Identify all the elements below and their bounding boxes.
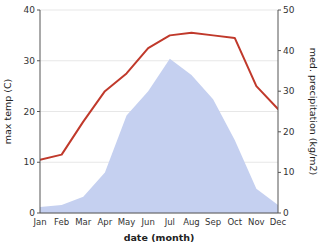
right-axis-line	[278, 10, 279, 213]
y2-tick	[278, 213, 281, 214]
x-tick-label: Aug	[183, 217, 200, 227]
y-tick-label: 20	[24, 107, 36, 117]
bottom-axis-line	[40, 213, 278, 214]
y2-tick	[278, 172, 281, 173]
grid	[40, 10, 278, 213]
y-axis-label: max temp (C)	[2, 79, 13, 145]
x-tick-label: Mar	[75, 217, 92, 227]
temperature-line	[40, 33, 278, 160]
x-tick-label: Apr	[98, 217, 113, 227]
grid-line	[40, 60, 278, 61]
grid-line	[40, 213, 278, 214]
x-tick-label: Oct	[227, 217, 242, 227]
chart-container: 01020304001020304050JanFebMarAprMayJunJu…	[0, 0, 318, 247]
x-tick-label: Dec	[270, 217, 287, 227]
precipitation-area	[40, 59, 278, 213]
x-tick-label: Jun	[141, 217, 155, 227]
y2-tick-label: 10	[283, 167, 295, 177]
x-tick-label: Nov	[248, 217, 265, 227]
y2-tick-label: 30	[283, 86, 295, 96]
y-tick	[37, 10, 40, 11]
y-tick	[37, 162, 40, 163]
y-tick-label: 30	[24, 56, 36, 66]
x-tick-label: May	[118, 217, 136, 227]
grid-line	[40, 10, 278, 11]
x-tick-label: Feb	[54, 217, 69, 227]
y2-tick	[278, 50, 281, 51]
x-tick-label: Jul	[164, 217, 175, 227]
y2-tick-label: 20	[283, 127, 295, 137]
x-tick-label: Sep	[205, 217, 221, 227]
y2-axis-label: med. precipitation (kg/m2)	[308, 48, 318, 175]
x-tick-label: Jan	[32, 217, 46, 227]
y2-tick-label: 40	[283, 46, 295, 56]
x-axis-label: date (month)	[124, 232, 195, 243]
y2-tick	[278, 10, 281, 11]
y-tick-label: 40	[24, 5, 36, 15]
chart-svg: 01020304001020304050JanFebMarAprMayJunJu…	[0, 0, 318, 247]
plot-area	[40, 33, 278, 213]
y-tick	[37, 60, 40, 61]
y2-tick	[278, 91, 281, 92]
y2-tick-label: 50	[283, 5, 295, 15]
y-tick	[37, 111, 40, 112]
y-tick-label: 10	[24, 157, 36, 167]
y2-tick	[278, 131, 281, 132]
axes: 01020304001020304050JanFebMarAprMayJunJu…	[24, 5, 295, 227]
y-tick	[37, 213, 40, 214]
